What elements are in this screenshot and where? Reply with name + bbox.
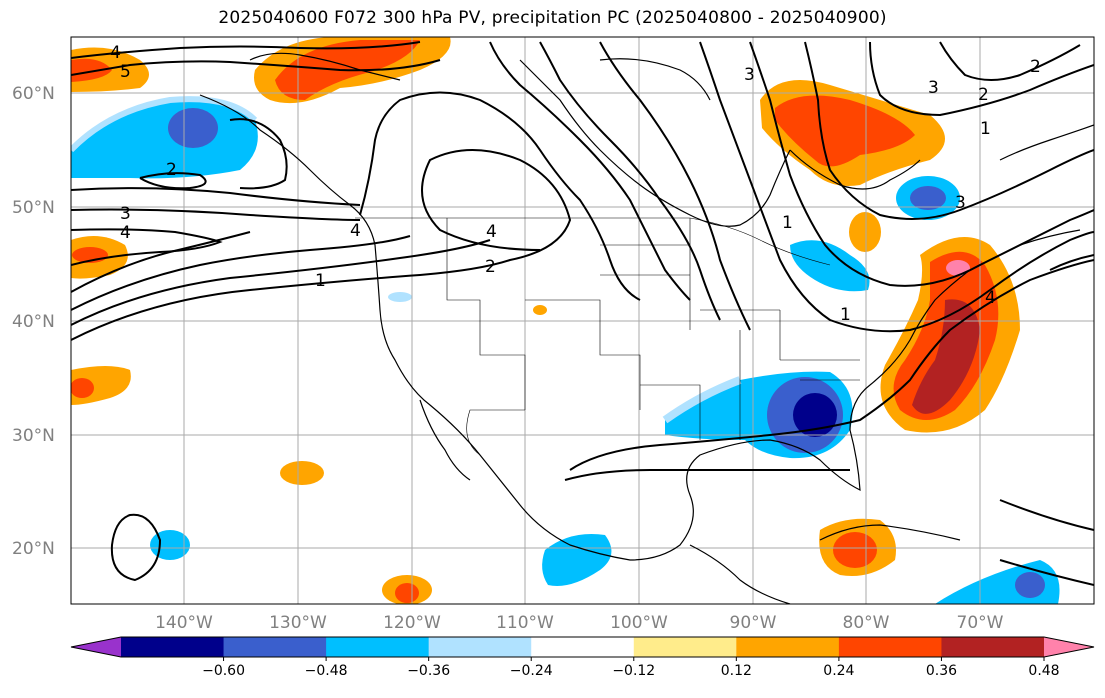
contour-label: 1 — [315, 271, 326, 291]
lon-label-90w: 90°W — [730, 613, 777, 633]
colorbar-segment — [531, 637, 635, 657]
colorbar-extend-low — [71, 637, 121, 657]
colorbar-outline — [70, 636, 1095, 658]
colorbar-segment — [223, 637, 327, 657]
contour-label: 3 — [955, 193, 966, 213]
longitude-labels: 140°W 130°W 120°W 110°W 100°W 90°W 80°W … — [155, 613, 1004, 633]
contour-label: 4 — [985, 288, 996, 308]
contour-label: 4 — [350, 221, 361, 241]
contour-label: 4 — [120, 223, 131, 243]
contour-label: 4 — [110, 43, 121, 63]
colorbar-segment — [428, 637, 532, 657]
colorbar-segment — [941, 637, 1045, 657]
colorbar-tick-label: −0.12 — [612, 663, 655, 679]
lon-label-100w: 100°W — [610, 613, 668, 633]
contour-label: 4 — [486, 222, 497, 242]
colorbar-extend-high — [1044, 637, 1094, 657]
colorbar-tick-label: −0.24 — [510, 663, 553, 679]
colorbar-segment — [838, 637, 942, 657]
contour-label: 1 — [782, 213, 793, 233]
lon-label-110w: 110°W — [496, 613, 554, 633]
contour-label: 2 — [978, 85, 989, 105]
colorbar-tick-label: −0.36 — [407, 663, 450, 679]
lon-label-130w: 130°W — [269, 613, 327, 633]
lat-label-30: 30°N — [12, 426, 55, 446]
colorbar-segment — [736, 637, 840, 657]
lat-label-60: 60°N — [12, 84, 55, 104]
colorbar-tick-label: 0.12 — [721, 663, 752, 679]
lon-label-70w: 70°W — [957, 613, 1004, 633]
contour-label: 1 — [840, 305, 851, 325]
lon-label-140w: 140°W — [155, 613, 213, 633]
colorbar-segment — [326, 637, 430, 657]
contour-label: 3 — [744, 65, 755, 85]
map-frame — [70, 36, 1095, 605]
contour-label: 3 — [120, 204, 131, 224]
pv-contour-labels: 4 5 3 4 2 1 4 2 3 1 3 2 1 4 4 2 3 1 — [110, 43, 1041, 325]
colorbar: −0.60 −0.48 −0.36 −0.24 −0.12 0.12 0.24 0.36 0.4… — [70, 636, 1095, 679]
contour-label: 1 — [980, 119, 991, 139]
colorbar-segment — [633, 637, 737, 657]
contour-label: 2 — [1030, 57, 1041, 77]
lon-label-80w: 80°W — [843, 613, 890, 633]
lon-label-120w: 120°W — [383, 613, 441, 633]
contour-label: 2 — [485, 257, 496, 277]
coastlines — [199, 52, 1094, 604]
colorbar-tick-label: 0.48 — [1028, 663, 1059, 679]
pv-contours — [71, 41, 1094, 586]
map-title: 2025040600 F072 300 hPa PV, precipitatio… — [218, 8, 887, 28]
latitude-labels: 60°N 50°N 40°N 30°N 20°N — [12, 84, 55, 559]
colorbar-tick-label: −0.60 — [202, 663, 245, 679]
lat-label-20: 20°N — [12, 539, 55, 559]
contour-label: 3 — [928, 78, 939, 98]
contour-label: 5 — [120, 62, 131, 82]
colorbar-tick-label: 0.24 — [823, 663, 854, 679]
precipitation-shading — [71, 37, 1060, 604]
colorbar-tick-label: 0.36 — [926, 663, 957, 679]
colorbar-tick-label: −0.48 — [305, 663, 348, 679]
contour-label: 2 — [166, 160, 177, 180]
lat-label-50: 50°N — [12, 198, 55, 218]
colorbar-segment — [121, 637, 225, 657]
graticule — [71, 37, 1094, 604]
lat-label-40: 40°N — [12, 312, 55, 332]
